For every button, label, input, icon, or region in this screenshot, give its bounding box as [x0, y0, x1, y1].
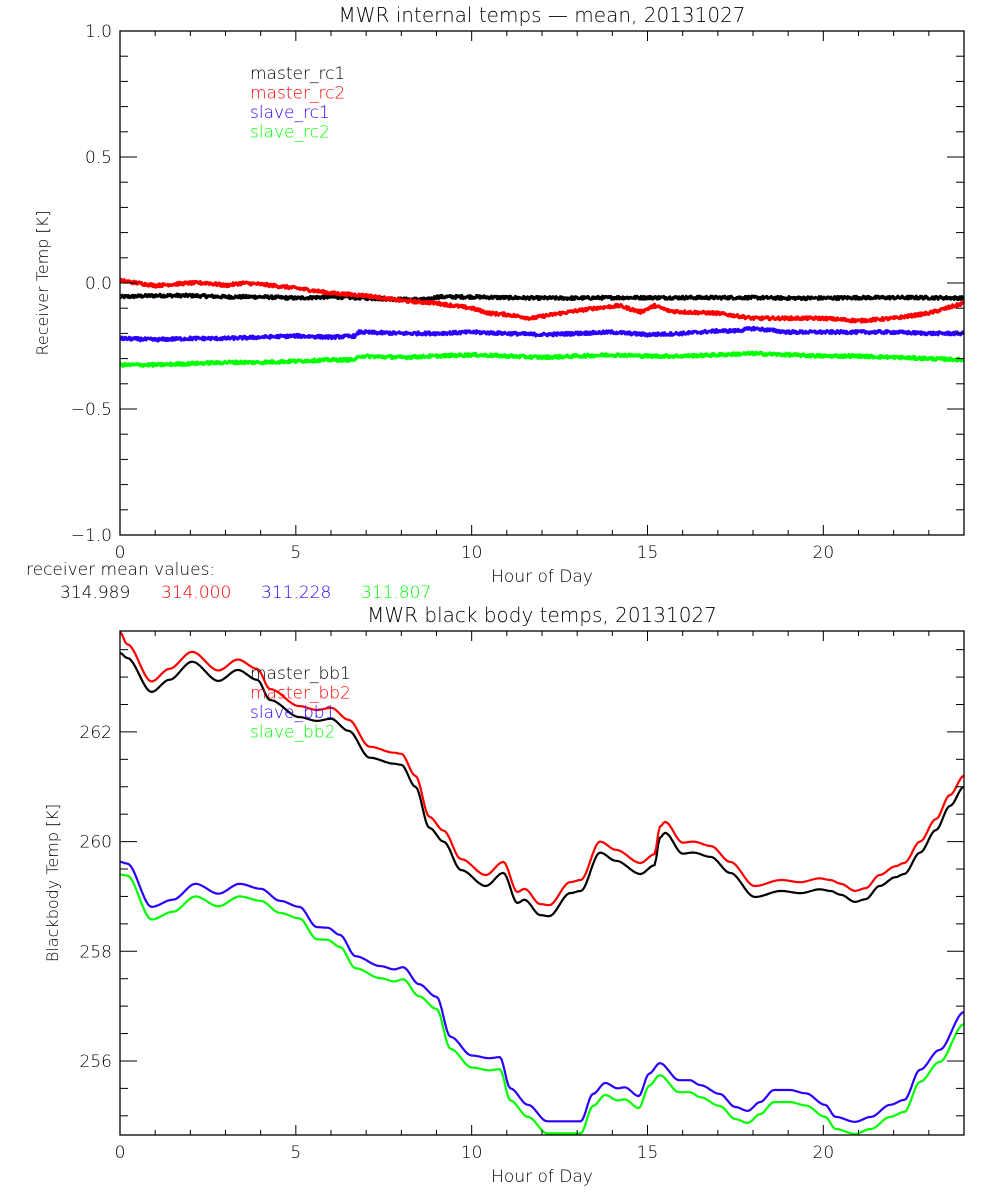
y-tick-label: −0.5 — [71, 400, 112, 420]
receiver-mean-slave-rc2: 311.807 — [361, 583, 431, 603]
blackbody-plot-title: MWR black body temps, 20131027 — [367, 603, 717, 627]
blackbody-x-axis-label: Hour of Day — [491, 1167, 593, 1187]
series-line-master-rc2 — [120, 277, 964, 324]
x-tick-label: 0 — [115, 1143, 126, 1163]
receiver-series — [120, 277, 964, 368]
receiver-mean-master-rc1: 314.989 — [60, 583, 130, 603]
series-line-master-bb1 — [120, 651, 964, 918]
receiver-x-axis-label: Hour of Day — [491, 567, 593, 587]
legend-entry-slave-rc2: slave_rc2 — [250, 123, 330, 143]
y-tick-label: 0.5 — [85, 148, 112, 168]
legend-entry-slave-rc1: slave_rc1 — [250, 103, 330, 123]
series-line-slave-bb1 — [120, 860, 964, 1123]
receiver-y-axis-label: Receiver Temp [K] — [33, 210, 52, 355]
legend-entry-master-rc2: master_rc2 — [250, 84, 345, 104]
x-tick-label: 10 — [461, 1143, 483, 1163]
blackbody-y-axis-label: Blackbody Temp [K] — [43, 804, 62, 962]
series-line-slave-bb2 — [120, 873, 964, 1135]
x-tick-label: 5 — [290, 1143, 301, 1163]
receiver-axes: 0 5 10 15 20 −1.0 −0.5 0.0 0.5 1.0 — [71, 22, 965, 563]
series-line-master-rc1 — [120, 292, 964, 303]
x-tick-label: 15 — [637, 1143, 659, 1163]
legend-entry-master-bb2: master_bb2 — [250, 684, 351, 704]
series-line-slave-rc1 — [120, 325, 964, 343]
y-tick-label: 256 — [80, 1052, 112, 1072]
y-tick-label: −1.0 — [71, 526, 112, 546]
series-line-master-bb2 — [120, 631, 964, 907]
blackbody-temps-plot: MWR black body temps, 20131027 Blackbody… — [43, 603, 965, 1187]
series-line-slave-rc2 — [120, 350, 964, 368]
receiver-mean-master-rc2: 314.000 — [161, 583, 231, 603]
x-tick-label: 0 — [115, 543, 126, 563]
receiver-mean-label: receiver mean values: — [26, 560, 215, 580]
y-tick-label: 260 — [80, 833, 112, 853]
legend-entry-master-bb1: master_bb1 — [250, 664, 351, 684]
legend-entry-slave-bb2: slave_bb2 — [250, 723, 335, 743]
x-tick-label: 5 — [290, 543, 301, 563]
x-tick-label: 20 — [813, 1143, 835, 1163]
x-tick-label: 20 — [813, 543, 835, 563]
receiver-temps-plot: MWR internal temps — mean, 20131027 Rece… — [33, 3, 965, 587]
legend-entry-master-rc1: master_rc1 — [250, 64, 345, 84]
receiver-mean-values: 314.989 314.000 311.228 311.807 — [60, 583, 431, 603]
y-tick-label: 262 — [80, 723, 112, 743]
y-tick-label: 258 — [80, 942, 112, 962]
receiver-mean-slave-rc1: 311.228 — [261, 583, 331, 603]
legend-entry-slave-bb1: slave_bb1 — [250, 703, 335, 723]
x-tick-label: 10 — [461, 543, 483, 563]
y-tick-label: 0.0 — [85, 274, 112, 294]
blackbody-axes: 0 5 10 15 20 256 258 260 262 — [80, 630, 965, 1163]
blackbody-series — [120, 631, 964, 1135]
receiver-plot-title: MWR internal temps — mean, 20131027 — [338, 3, 745, 27]
y-tick-label: 1.0 — [85, 22, 112, 42]
x-tick-label: 15 — [637, 543, 659, 563]
